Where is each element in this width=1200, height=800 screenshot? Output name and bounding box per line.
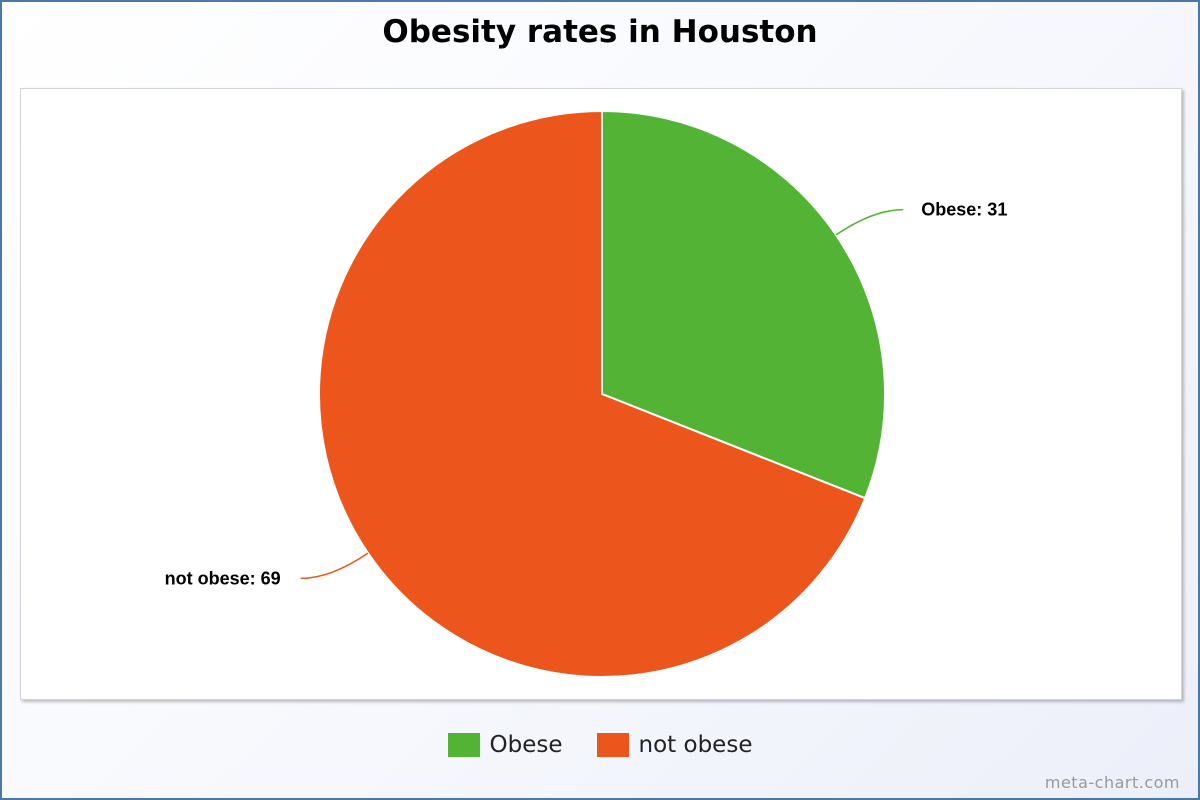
label-connector-not-obese: [300, 552, 369, 580]
credit-text[interactable]: meta-chart.com: [1044, 773, 1180, 792]
data-label-not-obese: not obese: 69: [165, 568, 281, 588]
pie-slice-not-obese[interactable]: [318, 109, 867, 678]
chart-title: Obesity rates in Houston: [382, 14, 818, 50]
legend-swatch-obese: [447, 733, 480, 757]
plot-area: Obese: 31 not obese: 69: [20, 88, 1182, 700]
legend-label-not-obese: not obese: [638, 732, 753, 758]
data-label-obese: Obese: 31: [921, 200, 1007, 220]
label-connector-obese: [835, 208, 904, 236]
pie-chart: Obese: 31 not obese: 69: [165, 109, 1007, 678]
legend-label-obese: Obese: [489, 732, 563, 758]
legend-item-not-obese[interactable]: not obese: [596, 732, 753, 758]
legend-item-obese[interactable]: Obese: [447, 732, 563, 758]
legend: Obese not obese: [2, 732, 1198, 758]
legend-swatch-not-obese: [596, 733, 629, 757]
